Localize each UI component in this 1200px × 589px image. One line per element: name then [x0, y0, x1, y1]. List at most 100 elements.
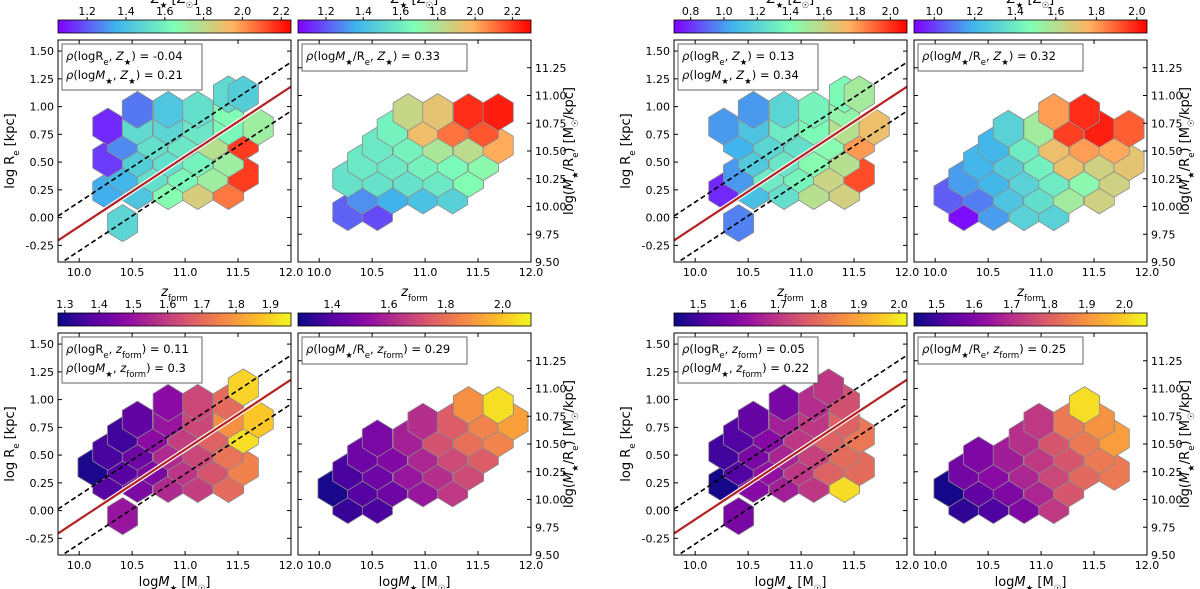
colorbar-tick-label: 2.0	[882, 5, 900, 18]
y-tick-label: 10.00	[1151, 201, 1183, 214]
colorbar-tick-label: 1.3	[56, 298, 74, 311]
colorbar-tick-label: 1.7	[193, 298, 211, 311]
hex-bin	[992, 109, 1024, 148]
panel-D-right: 10.0 10.5 11.0 11.5 12.09.50 9.75 10.00 10.25 10…	[913, 285, 1197, 589]
colorbar-label: Z★ [Z☉]	[390, 0, 438, 11]
hex-bin	[422, 93, 454, 132]
y-tick-label: 0.50	[646, 449, 671, 462]
hex-bin	[1038, 93, 1070, 132]
correlation-box: ρ(logRe, Z★) = -0.04ρ(logM★, Z★) = 0.21	[61, 43, 203, 91]
colorbar-tick-label: 1.4	[782, 5, 800, 18]
y-tick-label: 10.25	[1151, 466, 1183, 479]
mass-size-relation-line	[674, 378, 907, 535]
panel-D-left: 10.0 10.5 11.0 11.5 12.0 -0.25 0.00 0.25 0.50 0.7…	[619, 285, 919, 589]
y-tick-label: 11.25	[535, 62, 567, 75]
y-tick-label: 0.75	[646, 421, 671, 434]
colorbar-tick-label: 1.4	[354, 5, 372, 18]
panel-A-right: 10.0 10.5 11.0 11.5 12.09.50 9.75 10.00 10.25 10…	[297, 0, 581, 279]
y-tick-label: 0.75	[30, 128, 55, 141]
correlation-box: ρ(logM★/Re, Z★) = 0.32	[917, 43, 1084, 72]
hex-bin	[843, 75, 875, 114]
colorbar-label: Z★ [Z☉]	[1006, 0, 1054, 11]
colorbar-tick-label: 1.0	[715, 5, 733, 18]
colorbar-tick-label: 1.4	[323, 298, 341, 311]
colorbar	[297, 312, 532, 327]
colorbar-tick-label: 1.8	[1088, 5, 1106, 18]
correlation-text: ρ(logM★, Z★) = 0.34	[682, 68, 799, 87]
colorbar-tick-label: 1.4	[90, 298, 108, 311]
colorbar-tick-label: 0.8	[682, 5, 700, 18]
colorbar-tick-label: 2.0	[1128, 5, 1146, 18]
upper-scatter-line	[674, 354, 907, 510]
y-tick-label: 1.50	[30, 45, 55, 58]
x-tick-label: 10.0	[683, 559, 708, 572]
correlation-box: ρ(logM★/Re, zform) = 0.29	[301, 336, 468, 365]
lower-scatter-line	[676, 403, 907, 555]
x-tick-label: 11.0	[1029, 559, 1054, 572]
x-tick-label: 10.0	[923, 266, 948, 279]
colorbar	[913, 312, 1148, 327]
x-tick-label: 12.0	[519, 559, 544, 572]
x-tick-label: 10.5	[120, 559, 145, 572]
y-tick-label: 0.50	[30, 156, 55, 169]
y-tick-label: 0.00	[646, 212, 671, 225]
x-tick-label: 10.5	[360, 559, 385, 572]
y-axis-label: log Re [kpc]	[619, 406, 638, 481]
lower-scatter-line	[60, 110, 291, 262]
x-tick-label: 11.5	[466, 559, 491, 572]
plot-area	[58, 354, 291, 555]
colorbar-tick-label: 2.0	[494, 298, 512, 311]
correlation-text: ρ(logRe, zform) = 0.05	[682, 342, 805, 361]
x-tick-label: 10.5	[976, 266, 1001, 279]
y-tick-label: 9.50	[535, 256, 560, 269]
colorbar-tick-label: 1.5	[689, 298, 707, 311]
y-tick-label: 0.75	[646, 128, 671, 141]
colorbar-label: zform	[1016, 285, 1044, 304]
hex-bin	[121, 400, 153, 439]
y-tick-label: 9.50	[1151, 256, 1176, 269]
plot-area	[674, 61, 907, 262]
panel-C-left: 10.0 10.5 11.0 11.5 12.0 -0.25 0.00 0.25 0.50 0.7…	[3, 285, 303, 589]
hex-bin	[361, 419, 393, 458]
y-tick-label: 10.00	[535, 201, 567, 214]
x-axis-label: logM★ [M☉]	[139, 575, 211, 589]
colorbar-tick-label: 1.6	[392, 5, 410, 18]
colorbar-tick-label: 1.8	[429, 5, 447, 18]
y-axis-label: log Re [kpc]	[619, 113, 638, 188]
colorbar-tick-label: 1.8	[437, 298, 455, 311]
y-tick-label: 1.00	[30, 101, 55, 114]
colorbar-tick-label: 1.9	[1078, 298, 1096, 311]
y-tick-label: 0.25	[646, 477, 671, 490]
plot-area	[332, 93, 514, 232]
y-tick-label: 10.25	[535, 173, 567, 186]
x-tick-label: 10.0	[307, 266, 332, 279]
colorbar-tick-label: 1.6	[815, 5, 833, 18]
y-tick-label: 0.00	[30, 212, 55, 225]
colorbar-tick-label: 1.6	[965, 298, 983, 311]
y-axis-label: log Re [kpc]	[3, 113, 22, 188]
colorbar-tick-label: 1.5	[125, 298, 143, 311]
x-tick-label: 11.5	[466, 266, 491, 279]
colorbar-label: zform	[776, 285, 804, 304]
x-tick-label: 12.0	[1135, 559, 1160, 572]
colorbar-tick-label: 1.8	[227, 298, 245, 311]
colorbar-tick-label: 1.6	[730, 298, 748, 311]
x-axis-label: logM★ [M☉]	[379, 575, 451, 589]
plot-area	[58, 61, 291, 262]
colorbar-tick-label: 1.6	[159, 298, 177, 311]
y-tick-label: 10.75	[535, 117, 567, 130]
x-tick-label: 10.0	[923, 559, 948, 572]
colorbar-tick-label: 1.4	[1007, 5, 1025, 18]
y-tick-label: 0.75	[30, 421, 55, 434]
x-tick-label: 11.5	[226, 559, 251, 572]
upper-scatter-line	[674, 61, 907, 217]
x-tick-label: 12.0	[279, 266, 304, 279]
x-tick-label: 11.0	[789, 266, 814, 279]
plot-area	[674, 354, 907, 555]
hex-bin	[227, 368, 259, 407]
colorbar-tick-label: 1.4	[117, 5, 135, 18]
y-tick-label: 10.00	[1151, 494, 1183, 507]
colorbar-tick-label: 2.2	[504, 5, 522, 18]
x-tick-label: 11.5	[842, 559, 867, 572]
hex-bin	[1069, 386, 1100, 425]
